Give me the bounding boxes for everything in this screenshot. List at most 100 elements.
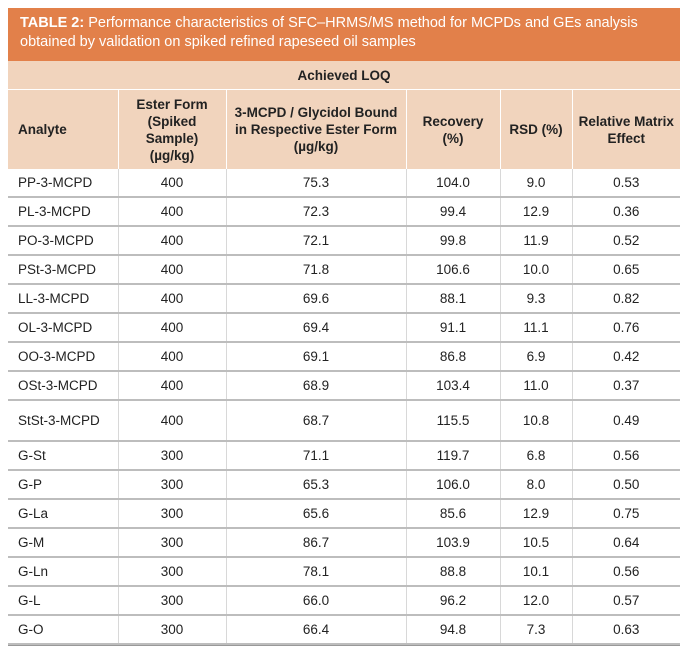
header-row: Analyte Ester Form (Spiked Sample) (µg/kg…: [8, 89, 681, 169]
value-cell: 300: [117, 586, 226, 616]
analyte-cell: G-St: [8, 441, 118, 471]
value-cell: 400: [117, 255, 226, 285]
column-header: Ester Form (Spiked Sample) (µg/kg): [117, 89, 226, 169]
value-cell: 115.5: [405, 400, 500, 442]
value-cell: 11.0: [499, 371, 572, 401]
value-cell: 106.6: [405, 255, 500, 285]
value-cell: 300: [117, 499, 226, 529]
value-cell: 300: [117, 615, 226, 645]
value-cell: 66.4: [225, 615, 406, 645]
value-cell: 400: [117, 400, 226, 442]
table-row: OO-3-MCPD 400 69.1 86.8 6.9 0.42: [8, 342, 681, 372]
value-cell: 85.6: [405, 499, 500, 529]
value-cell: 9.0: [499, 169, 572, 198]
value-cell: 8.0: [499, 470, 572, 500]
analyte-cell: G-L: [8, 586, 118, 616]
value-cell: 0.64: [571, 528, 681, 558]
table-row: G-P 300 65.3 106.0 8.0 0.50: [8, 470, 681, 500]
analyte-cell: PSt-3-MCPD: [8, 255, 118, 285]
value-cell: 0.75: [571, 499, 681, 529]
analyte-cell: PP-3-MCPD: [8, 169, 118, 198]
table-row: G-St 300 71.1 119.7 6.8 0.56: [8, 441, 681, 471]
value-cell: 103.9: [405, 528, 500, 558]
value-cell: 75.3: [225, 169, 406, 198]
analyte-cell: OL-3-MCPD: [8, 313, 118, 343]
column-header: Recovery (%): [405, 89, 500, 169]
value-cell: 99.4: [405, 197, 500, 227]
analyte-cell: OO-3-MCPD: [8, 342, 118, 372]
value-cell: 65.6: [225, 499, 406, 529]
table-row: PL-3-MCPD 400 72.3 99.4 12.9 0.36: [8, 197, 681, 227]
value-cell: 65.3: [225, 470, 406, 500]
value-cell: 0.53: [571, 169, 681, 198]
value-cell: 96.2: [405, 586, 500, 616]
value-cell: 0.56: [571, 441, 681, 471]
column-header: Analyte: [8, 89, 118, 169]
value-cell: 71.8: [225, 255, 406, 285]
value-cell: 72.1: [225, 226, 406, 256]
table-row: LL-3-MCPD 400 69.6 88.1 9.3 0.82: [8, 284, 681, 314]
analyte-cell: OSt-3-MCPD: [8, 371, 118, 401]
value-cell: 11.9: [499, 226, 572, 256]
value-cell: 300: [117, 470, 226, 500]
table-row: StSt-3-MCPD 400 68.7 115.5 10.8 0.49: [8, 400, 681, 442]
analyte-cell: PL-3-MCPD: [8, 197, 118, 227]
column-header: 3-MCPD / Glycidol Bound in Respective Es…: [225, 89, 406, 169]
table-row: PSt-3-MCPD 400 71.8 106.6 10.0 0.65: [8, 255, 681, 285]
table-caption: TABLE 2: Performance characteristics of …: [8, 8, 680, 61]
value-cell: 7.3: [499, 615, 572, 645]
value-cell: 69.6: [225, 284, 406, 314]
value-cell: 0.36: [571, 197, 681, 227]
value-cell: 69.1: [225, 342, 406, 372]
value-cell: 68.9: [225, 371, 406, 401]
value-cell: 103.4: [405, 371, 500, 401]
value-cell: 12.0: [499, 586, 572, 616]
analyte-cell: G-P: [8, 470, 118, 500]
value-cell: 69.4: [225, 313, 406, 343]
bottom-rule: [8, 645, 680, 646]
analyte-cell: StSt-3-MCPD: [8, 400, 118, 442]
value-cell: 0.52: [571, 226, 681, 256]
column-header: Relative Matrix Effect: [571, 89, 681, 169]
value-cell: 10.0: [499, 255, 572, 285]
value-cell: 400: [117, 313, 226, 343]
value-cell: 300: [117, 441, 226, 471]
analyte-cell: G-O: [8, 615, 118, 645]
value-cell: 6.9: [499, 342, 572, 372]
table-row: OL-3-MCPD 400 69.4 91.1 11.1 0.76: [8, 313, 681, 343]
value-cell: 99.8: [405, 226, 500, 256]
value-cell: 0.50: [571, 470, 681, 500]
column-header: RSD (%): [499, 89, 572, 169]
value-cell: 86.8: [405, 342, 500, 372]
caption-label: TABLE 2:: [20, 15, 85, 31]
table-row: G-L 300 66.0 96.2 12.0 0.57: [8, 586, 681, 616]
table-row: G-M 300 86.7 103.9 10.5 0.64: [8, 528, 681, 558]
value-cell: 119.7: [405, 441, 500, 471]
caption-text: Performance characteristics of SFC–HRMS/…: [20, 15, 638, 50]
value-cell: 10.5: [499, 528, 572, 558]
value-cell: 0.82: [571, 284, 681, 314]
analyte-cell: G-La: [8, 499, 118, 529]
value-cell: 106.0: [405, 470, 500, 500]
value-cell: 0.76: [571, 313, 681, 343]
table-row: G-O 300 66.4 94.8 7.3 0.63: [8, 615, 681, 645]
value-cell: 300: [117, 528, 226, 558]
table-row: OSt-3-MCPD 400 68.9 103.4 11.0 0.37: [8, 371, 681, 401]
value-cell: 10.8: [499, 400, 572, 442]
value-cell: 0.57: [571, 586, 681, 616]
value-cell: 94.8: [405, 615, 500, 645]
table-row: PO-3-MCPD 400 72.1 99.8 11.9 0.52: [8, 226, 681, 256]
analyte-cell: PO-3-MCPD: [8, 226, 118, 256]
value-cell: 12.9: [499, 499, 572, 529]
value-cell: 68.7: [225, 400, 406, 442]
value-cell: 400: [117, 226, 226, 256]
value-cell: 9.3: [499, 284, 572, 314]
band-title: Achieved LOQ: [8, 61, 681, 90]
value-cell: 12.9: [499, 197, 572, 227]
value-cell: 88.8: [405, 557, 500, 587]
value-cell: 66.0: [225, 586, 406, 616]
value-cell: 0.49: [571, 400, 681, 442]
value-cell: 86.7: [225, 528, 406, 558]
value-cell: 6.8: [499, 441, 572, 471]
analyte-cell: LL-3-MCPD: [8, 284, 118, 314]
